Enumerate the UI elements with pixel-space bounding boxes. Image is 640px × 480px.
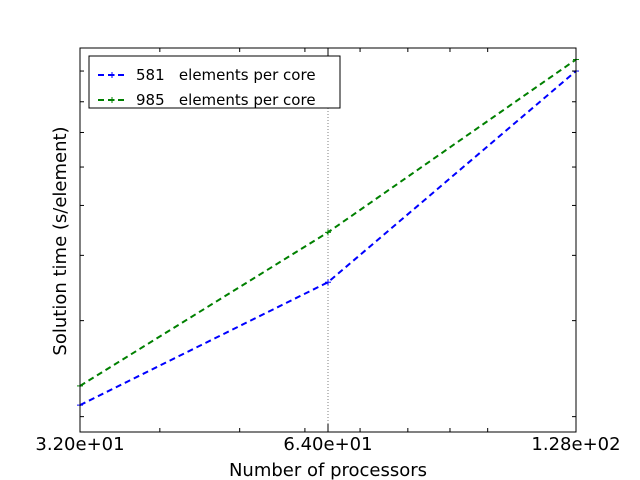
tick-layer: 3.20e+01 6.40e+01 1.28e+02: [35, 48, 621, 455]
x-tick-label: 1.28e+02: [531, 434, 620, 455]
series-line: [79, 70, 577, 407]
legend-item: 985 elements per core: [98, 91, 316, 109]
x-axis-label: Number of processors: [229, 460, 427, 480]
legend-box: [88, 55, 341, 109]
legend: 581 elements per core 985 elements per co…: [88, 55, 341, 109]
y-axis-label: Solution time (s/element): [50, 126, 71, 355]
legend-label: 581 elements per core: [136, 66, 316, 84]
data-point: [325, 229, 331, 236]
legend-item: 581 elements per core: [98, 66, 316, 84]
x-tick-label: 3.20e+01: [35, 434, 124, 455]
x-tick-label: 6.40e+01: [283, 434, 372, 455]
data-point: [325, 279, 331, 286]
legend-label: 985 elements per core: [136, 91, 316, 109]
